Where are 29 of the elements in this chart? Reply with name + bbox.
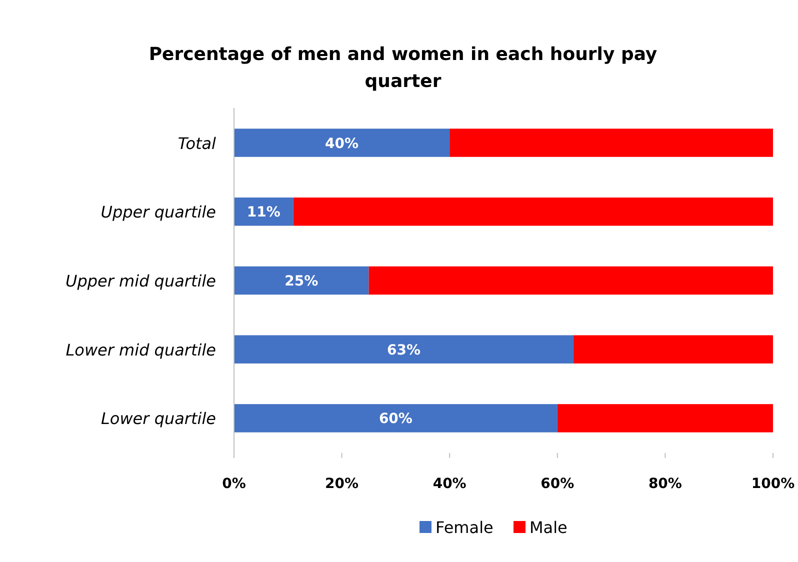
bar — [368, 266, 773, 295]
bar — [234, 266, 369, 295]
legend-label: Male — [530, 518, 568, 537]
x-tick-label: 100% — [751, 476, 795, 492]
data-label: 40% — [325, 136, 359, 152]
bar — [574, 335, 773, 364]
y-tick-label: Upper quartile — [100, 202, 216, 222]
bar — [234, 404, 558, 432]
bar — [293, 198, 773, 226]
legend-label: Female — [436, 518, 494, 537]
y-tick-label: Lower mid quartile — [66, 340, 216, 360]
data-label: 63% — [387, 342, 421, 358]
y-tick-label: Total — [178, 134, 217, 153]
x-tick-label: 40% — [432, 476, 466, 492]
x-tick-label: 60% — [540, 476, 574, 492]
bar — [234, 335, 574, 364]
bar — [234, 128, 450, 157]
data-label: 60% — [378, 411, 412, 428]
bar — [557, 404, 773, 432]
bar — [450, 128, 773, 157]
x-tick-label: 80% — [648, 476, 682, 492]
data-label: 25% — [284, 274, 318, 290]
x-tick-label: 20% — [325, 476, 359, 492]
bar — [234, 198, 294, 226]
x-tick-label: 0% — [222, 476, 246, 492]
y-tick-label: Lower quartile — [101, 409, 216, 428]
chart-title: Percentage of men and women in each hourly pay quarter — [148, 44, 658, 92]
data-label: 11% — [246, 204, 280, 221]
y-tick-label: Upper mid quartile — [66, 272, 216, 290]
